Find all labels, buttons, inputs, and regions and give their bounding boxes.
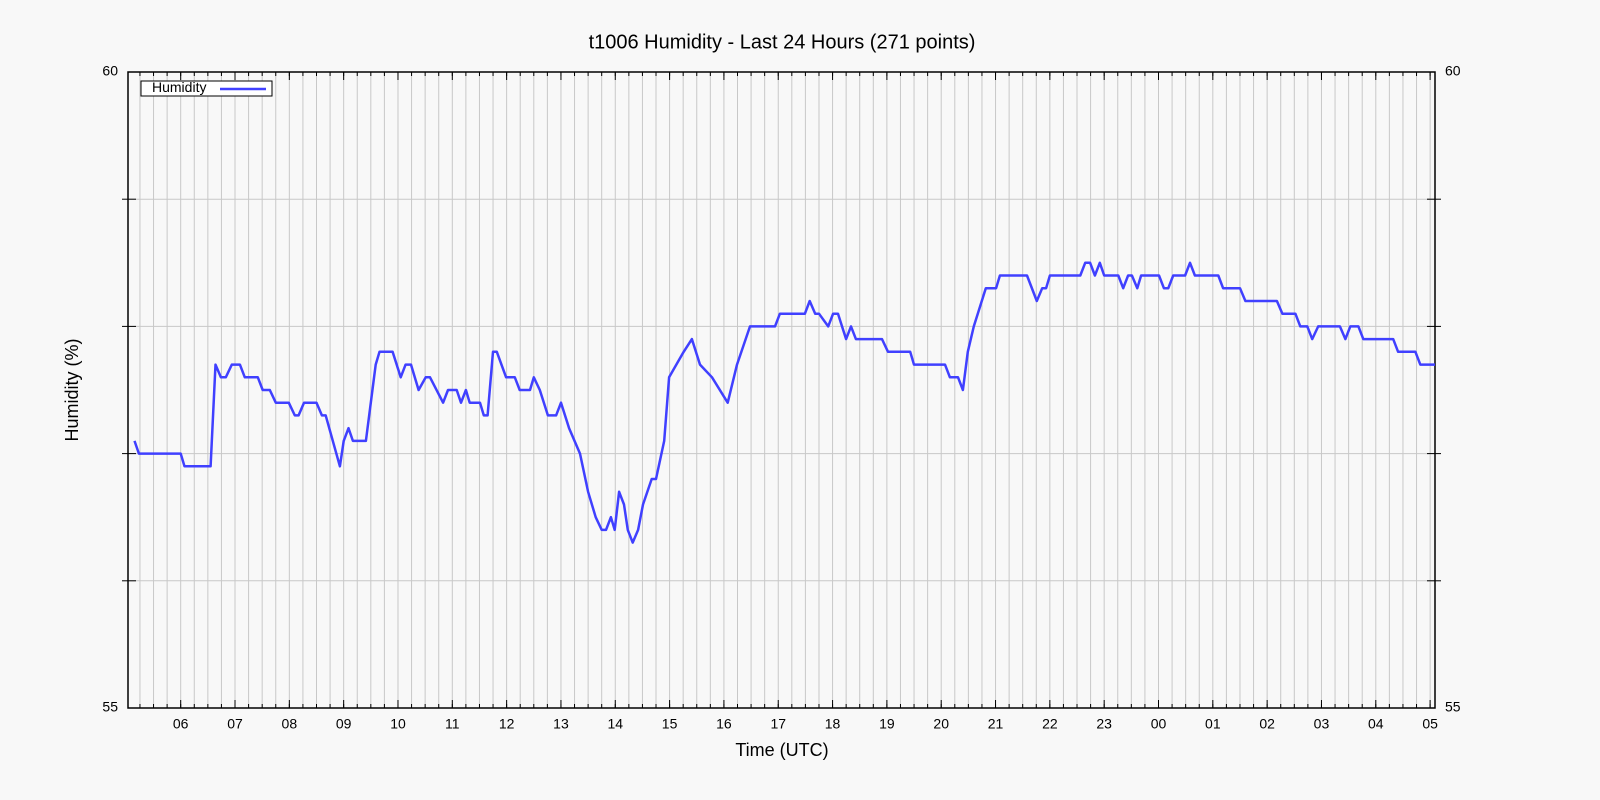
x-axis-label: Time (UTC) [735,740,828,760]
x-tick-label: 09 [336,716,352,732]
x-tick-label: 05 [1422,716,1438,732]
x-tick-label: 00 [1151,716,1167,732]
y2-tick-label: 60 [1445,63,1461,79]
x-tick-label: 18 [825,716,841,732]
x-tick-label: 07 [227,716,243,732]
x-tick-label: 01 [1205,716,1221,732]
x-tick-label: 19 [879,716,895,732]
x-tick-label: 21 [988,716,1004,732]
x-tick-label: 17 [770,716,786,732]
x-tick-label: 20 [933,716,949,732]
plot-frame [127,71,1436,709]
x-tick-label: 23 [1096,716,1112,732]
y2-tick-label: 55 [1445,699,1461,715]
y-tick-label: 55 [102,699,118,715]
x-tick-label: 16 [716,716,732,732]
x-tick-label: 02 [1259,716,1275,732]
x-tick-label: 14 [607,716,623,732]
x-tick-label: 06 [173,716,189,732]
legend-label: Humidity [152,79,206,95]
x-tick-label: 13 [553,716,569,732]
x-tick-label: 15 [662,716,678,732]
legend-box [140,80,273,97]
y-tick-label: 60 [102,63,118,79]
x-tick-label: 03 [1314,716,1330,732]
x-tick-label: 12 [499,716,515,732]
data-line [133,261,1435,544]
x-tick-label: 22 [1042,716,1058,732]
y-axis-label: Humidity (%) [62,338,82,441]
x-tick-label: 11 [445,716,460,732]
x-tick-label: 04 [1368,716,1384,732]
chart-title: t1006 Humidity - Last 24 Hours (271 poin… [589,31,976,53]
x-tick-label: 08 [282,716,298,732]
x-tick-label: 10 [390,716,406,732]
